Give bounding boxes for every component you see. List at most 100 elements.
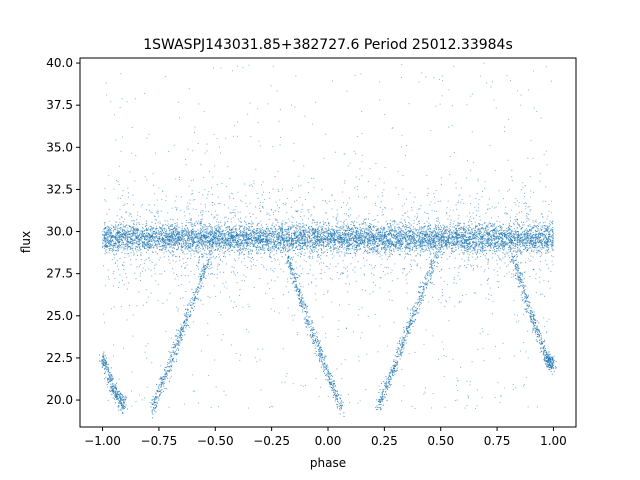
data-point <box>204 244 206 246</box>
data-point <box>357 243 359 245</box>
data-point <box>383 234 385 236</box>
data-point <box>169 246 171 248</box>
data-point <box>532 251 534 253</box>
data-point <box>353 235 355 237</box>
data-point <box>158 237 160 239</box>
data-point <box>295 224 297 226</box>
data-point <box>460 240 462 242</box>
data-point <box>422 251 424 253</box>
data-point <box>440 234 442 236</box>
data-point <box>155 231 157 233</box>
data-point <box>277 234 279 236</box>
data-point <box>410 249 412 251</box>
data-point <box>360 232 362 234</box>
data-point <box>423 235 425 237</box>
data-point <box>338 249 340 251</box>
data-point <box>253 235 255 237</box>
data-point <box>442 242 444 244</box>
data-point <box>377 245 379 247</box>
data-point <box>501 239 503 241</box>
data-point <box>459 246 461 248</box>
data-point <box>534 241 536 243</box>
data-point <box>330 247 332 249</box>
data-point <box>351 248 353 249</box>
data-point <box>104 239 106 241</box>
data-point <box>508 224 510 226</box>
data-point <box>174 243 176 245</box>
data-point <box>463 234 465 236</box>
data-point <box>112 241 114 243</box>
data-point <box>195 249 197 251</box>
data-point <box>507 252 509 254</box>
data-point <box>320 239 322 241</box>
data-point <box>111 232 113 234</box>
data-point <box>264 239 266 241</box>
data-point <box>365 236 367 238</box>
data-point <box>319 234 321 236</box>
data-point <box>104 232 106 234</box>
data-point <box>549 233 551 235</box>
data-point <box>451 250 453 252</box>
data-point <box>542 234 544 236</box>
data-point <box>377 244 379 246</box>
data-point <box>551 249 553 251</box>
data-point <box>287 240 289 242</box>
data-point <box>387 247 389 249</box>
data-point <box>340 226 342 228</box>
data-point <box>413 243 415 245</box>
data-point <box>369 239 371 241</box>
data-point <box>477 238 479 240</box>
data-point <box>346 229 348 231</box>
data-point <box>349 243 351 245</box>
data-point <box>516 239 518 241</box>
data-point <box>521 227 523 229</box>
data-point <box>408 237 410 239</box>
data-point <box>153 239 155 241</box>
data-point <box>461 241 463 243</box>
data-point <box>478 232 480 234</box>
data-point <box>143 246 145 248</box>
data-point <box>264 238 266 240</box>
data-point <box>333 248 335 250</box>
data-point <box>509 241 511 243</box>
data-point <box>497 225 499 227</box>
data-point <box>526 236 528 238</box>
data-point <box>246 233 248 235</box>
data-point <box>187 237 189 239</box>
data-point <box>241 225 243 227</box>
data-point <box>296 235 298 237</box>
data-point <box>374 233 376 235</box>
data-point <box>409 236 411 238</box>
data-point <box>130 229 132 231</box>
data-point <box>185 242 187 244</box>
data-point <box>283 245 285 247</box>
data-point <box>271 247 273 249</box>
data-point <box>510 230 512 232</box>
data-point <box>293 249 295 251</box>
data-point <box>176 237 178 239</box>
data-point <box>339 230 341 232</box>
data-point <box>294 235 296 237</box>
data-point <box>524 234 526 236</box>
data-point <box>282 247 284 249</box>
data-point <box>240 231 242 233</box>
data-point <box>469 244 471 246</box>
data-point <box>362 228 364 230</box>
data-point <box>301 230 303 232</box>
data-point <box>548 231 550 233</box>
data-point <box>409 240 411 242</box>
data-point <box>116 249 118 251</box>
data-point <box>447 242 449 244</box>
data-point <box>552 242 554 244</box>
data-point <box>228 235 230 237</box>
data-point <box>517 236 519 238</box>
data-point <box>552 229 554 231</box>
data-point <box>117 250 119 252</box>
data-point <box>286 236 288 238</box>
data-point <box>339 244 341 246</box>
data-point <box>410 224 412 226</box>
data-point <box>388 245 390 247</box>
data-point <box>207 240 209 242</box>
data-point <box>114 235 116 237</box>
data-point <box>189 236 191 238</box>
